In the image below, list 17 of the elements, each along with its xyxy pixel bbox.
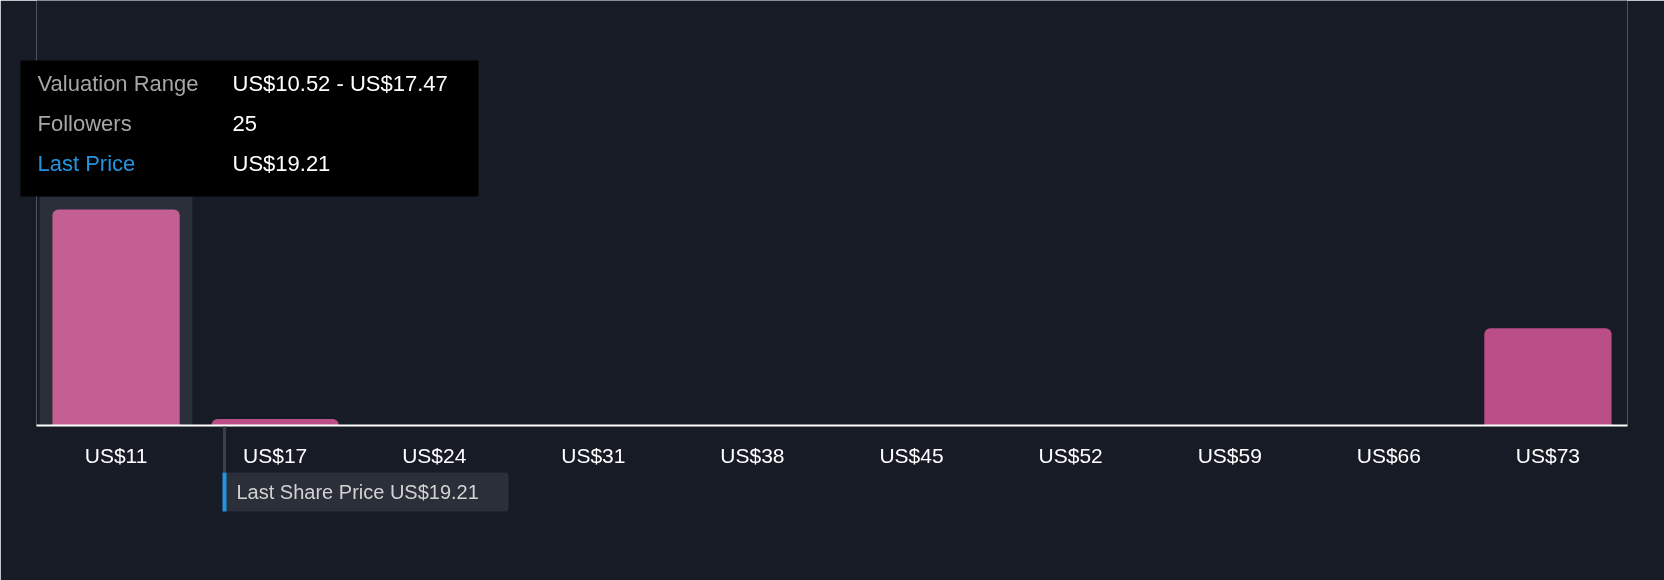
x-tick-label: US$59 [1197, 443, 1262, 467]
x-tick-label: US$66 [1356, 443, 1421, 467]
text: Last Share Price US$19.21 [236, 481, 479, 503]
x-tick-label: US$24 [402, 443, 467, 467]
x-tick-label: US$45 [879, 443, 944, 467]
x-tick-label: US$11 [84, 443, 148, 467]
text: US$10.52 - US$17.47 [232, 71, 448, 96]
x-tick-label: US$38 [720, 443, 785, 467]
text: Valuation Range [37, 71, 199, 96]
text: Followers [37, 111, 132, 136]
x-tick-label: US$31 [561, 443, 626, 467]
x-tick-label: US$73 [1515, 443, 1581, 467]
x-tick-label: US$52 [1038, 443, 1103, 467]
x-tick-label: US$17 [243, 443, 308, 467]
text: Last Price [37, 151, 136, 176]
text: US$19.21 [232, 151, 331, 176]
text: 25 [232, 111, 257, 136]
